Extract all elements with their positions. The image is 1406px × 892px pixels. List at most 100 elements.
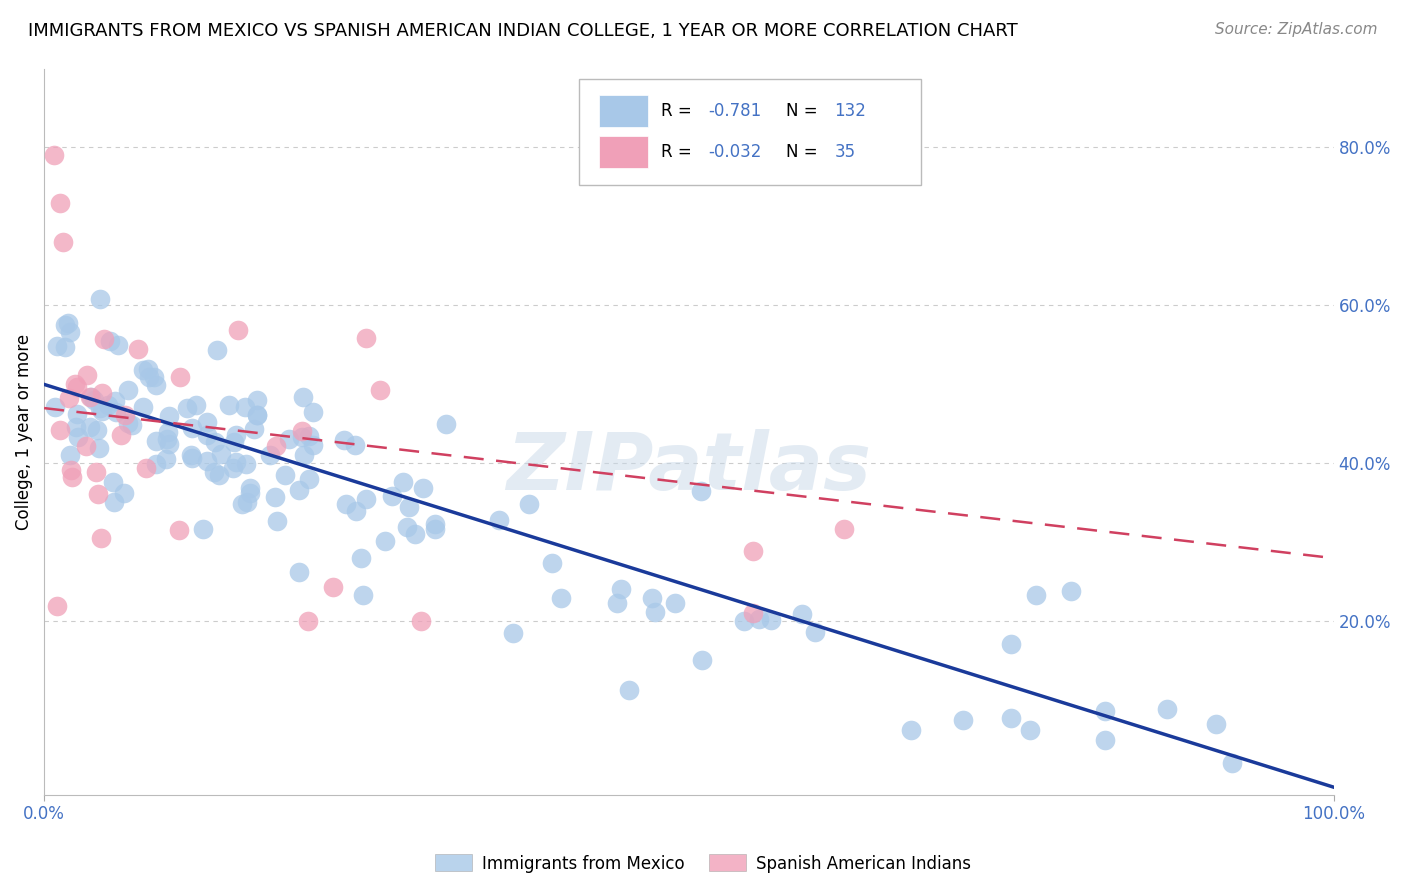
Point	[322, 580, 344, 594]
Point	[333, 434, 356, 448]
Point	[56, 316, 79, 330]
Point	[350, 550, 373, 565]
Point	[761, 613, 783, 627]
Point	[155, 451, 177, 466]
Point	[1094, 732, 1116, 747]
Point	[236, 495, 259, 509]
Point	[803, 624, 825, 639]
Point	[156, 433, 179, 447]
Point	[354, 491, 377, 506]
Point	[517, 497, 540, 511]
Point	[1220, 756, 1243, 771]
Point	[132, 363, 155, 377]
Point	[132, 400, 155, 414]
Point	[742, 543, 765, 558]
Point	[169, 370, 191, 384]
Point	[204, 435, 226, 450]
Point	[48, 195, 70, 210]
Point	[606, 596, 628, 610]
Point	[79, 420, 101, 434]
Point	[186, 398, 208, 412]
Text: -0.781: -0.781	[709, 102, 762, 120]
Bar	[599, 95, 648, 127]
Point	[291, 424, 314, 438]
Point	[90, 532, 112, 546]
Point	[46, 599, 69, 613]
Point	[44, 148, 66, 162]
Point	[145, 457, 167, 471]
Point	[246, 409, 269, 423]
Point	[264, 439, 287, 453]
Point	[381, 489, 404, 503]
Point	[742, 607, 765, 621]
Point	[127, 342, 149, 356]
Point	[239, 485, 262, 500]
Point	[89, 401, 111, 415]
Point	[396, 520, 419, 534]
Point	[48, 423, 70, 437]
Text: Source: ZipAtlas.com: Source: ZipAtlas.com	[1215, 22, 1378, 37]
Point	[277, 433, 299, 447]
Point	[502, 626, 524, 640]
Point	[195, 453, 218, 467]
Point	[1000, 637, 1022, 651]
Point	[664, 596, 686, 610]
Point	[80, 391, 103, 405]
Point	[110, 428, 132, 442]
Point	[76, 368, 98, 382]
Point	[291, 430, 314, 444]
Point	[107, 338, 129, 352]
Point	[1094, 704, 1116, 718]
Point	[292, 390, 315, 404]
Point	[259, 448, 281, 462]
Point	[246, 409, 269, 423]
Text: -0.032: -0.032	[709, 143, 762, 161]
Point	[733, 614, 755, 628]
Point	[135, 461, 157, 475]
Point	[541, 556, 564, 570]
Point	[298, 429, 321, 443]
Point	[288, 566, 311, 580]
Point	[176, 401, 198, 415]
Point	[180, 448, 202, 462]
Point	[117, 383, 139, 397]
Point	[157, 436, 180, 450]
Point	[58, 391, 80, 405]
Point	[181, 421, 204, 435]
Point	[143, 370, 166, 384]
Point	[425, 516, 447, 531]
Point	[53, 318, 76, 332]
Point	[52, 235, 75, 250]
Point	[1060, 583, 1083, 598]
Point	[344, 438, 367, 452]
Point	[66, 380, 89, 394]
Point	[550, 591, 572, 606]
Point	[352, 588, 374, 602]
Point	[157, 425, 180, 440]
Point	[60, 470, 83, 484]
FancyBboxPatch shape	[579, 79, 921, 185]
Point	[298, 472, 321, 486]
Point	[225, 455, 247, 469]
Point	[226, 323, 249, 337]
Point	[65, 377, 87, 392]
Point	[412, 481, 434, 495]
Point	[790, 607, 813, 621]
Point	[398, 500, 420, 514]
Text: R =: R =	[661, 143, 696, 161]
Point	[121, 418, 143, 433]
Point	[392, 475, 415, 489]
Point	[273, 467, 295, 482]
Point	[301, 438, 323, 452]
Point	[288, 483, 311, 498]
Point	[90, 404, 112, 418]
Point	[53, 340, 76, 354]
Point	[60, 463, 83, 477]
Point	[65, 419, 87, 434]
Point	[205, 343, 228, 358]
Point	[59, 448, 82, 462]
Point	[195, 415, 218, 429]
Point	[1205, 717, 1227, 731]
Point	[86, 486, 108, 500]
Point	[145, 378, 167, 392]
